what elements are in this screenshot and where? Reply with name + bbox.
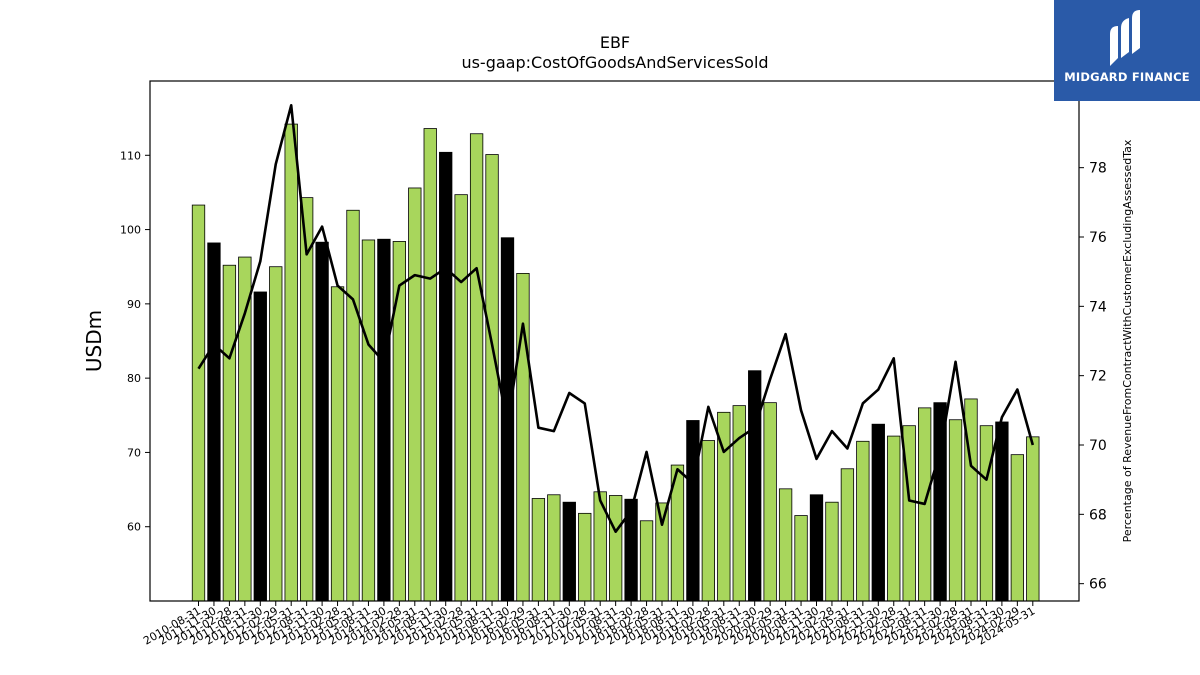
- y-tick-label: 80: [127, 372, 141, 385]
- bar: [408, 187, 422, 602]
- bar: [253, 291, 267, 602]
- bar: [763, 402, 777, 602]
- bar: [284, 123, 298, 602]
- bar: [655, 502, 669, 602]
- y2-tick-label: 74: [1089, 299, 1107, 315]
- bar: [701, 440, 715, 602]
- bar: [624, 498, 638, 602]
- bar: [686, 420, 700, 602]
- y-axis-label: USDm: [82, 310, 106, 372]
- bar: [794, 515, 808, 602]
- y2-axis-label: Percentage of RevenueFromContractWithCus…: [1121, 139, 1134, 542]
- bar: [871, 423, 885, 602]
- bar: [1026, 436, 1040, 602]
- bar: [547, 494, 561, 602]
- midgard-logo-icon: [1110, 10, 1140, 66]
- bar: [454, 194, 468, 602]
- y2-tick-label: 66: [1089, 577, 1107, 593]
- bar: [562, 501, 576, 602]
- bar: [222, 264, 237, 602]
- bar: [439, 151, 453, 602]
- bar: [377, 238, 391, 602]
- y-tick-label: 60: [127, 521, 141, 534]
- bar: [485, 154, 499, 602]
- chart-subtitle: us-gaap:CostOfGoodsAndServicesSold: [461, 53, 768, 72]
- right-axis: 66 68 70 72 74 76 78: [1079, 161, 1107, 593]
- y-tick-label: 110: [120, 149, 141, 162]
- bar: [748, 370, 762, 602]
- bar: [578, 512, 592, 602]
- bar: [315, 241, 329, 602]
- chart-title: EBF: [600, 33, 630, 52]
- bar: [207, 242, 221, 602]
- y-tick-label: 100: [120, 224, 141, 237]
- bar: [979, 425, 994, 602]
- logo-text: MIDGARD FINANCE: [1064, 70, 1190, 84]
- bar: [531, 498, 546, 602]
- bar: [825, 501, 839, 602]
- y2-tick-label: 68: [1089, 507, 1107, 523]
- bar: [856, 440, 870, 602]
- left-axis: 60 70 80 90 100 110: [120, 149, 150, 534]
- bar: [330, 286, 345, 602]
- bar: [423, 128, 437, 602]
- bar: [948, 419, 963, 602]
- bar: [887, 435, 901, 602]
- ratio-line-group: [197, 103, 1035, 533]
- ratio-line: [197, 103, 1035, 533]
- midgard-finance-logo: MIDGARD FINANCE: [1054, 0, 1200, 101]
- bar: [1010, 454, 1024, 602]
- bar: [995, 421, 1009, 602]
- y2-tick-label: 70: [1089, 438, 1107, 454]
- y-tick-label: 70: [127, 446, 141, 459]
- bar: [639, 520, 654, 602]
- bar: [191, 204, 206, 602]
- plot-frame: [149, 80, 1080, 602]
- bar: [609, 495, 623, 602]
- bar: [809, 494, 824, 602]
- bar: [299, 197, 314, 602]
- bar: [361, 239, 376, 602]
- bar: [269, 266, 283, 602]
- y2-tick-label: 78: [1089, 161, 1107, 177]
- y2-tick-label: 76: [1089, 230, 1107, 246]
- bar: [346, 209, 360, 602]
- y2-tick-label: 72: [1089, 369, 1107, 385]
- y-tick-label: 90: [127, 298, 141, 311]
- x-axis: 2010-08-312011-11-302011-02-282011-08-31…: [141, 601, 1037, 648]
- bar: [840, 468, 855, 602]
- bar: [238, 256, 252, 602]
- bar: [778, 488, 793, 602]
- bar: [469, 133, 484, 602]
- bar: [392, 241, 407, 602]
